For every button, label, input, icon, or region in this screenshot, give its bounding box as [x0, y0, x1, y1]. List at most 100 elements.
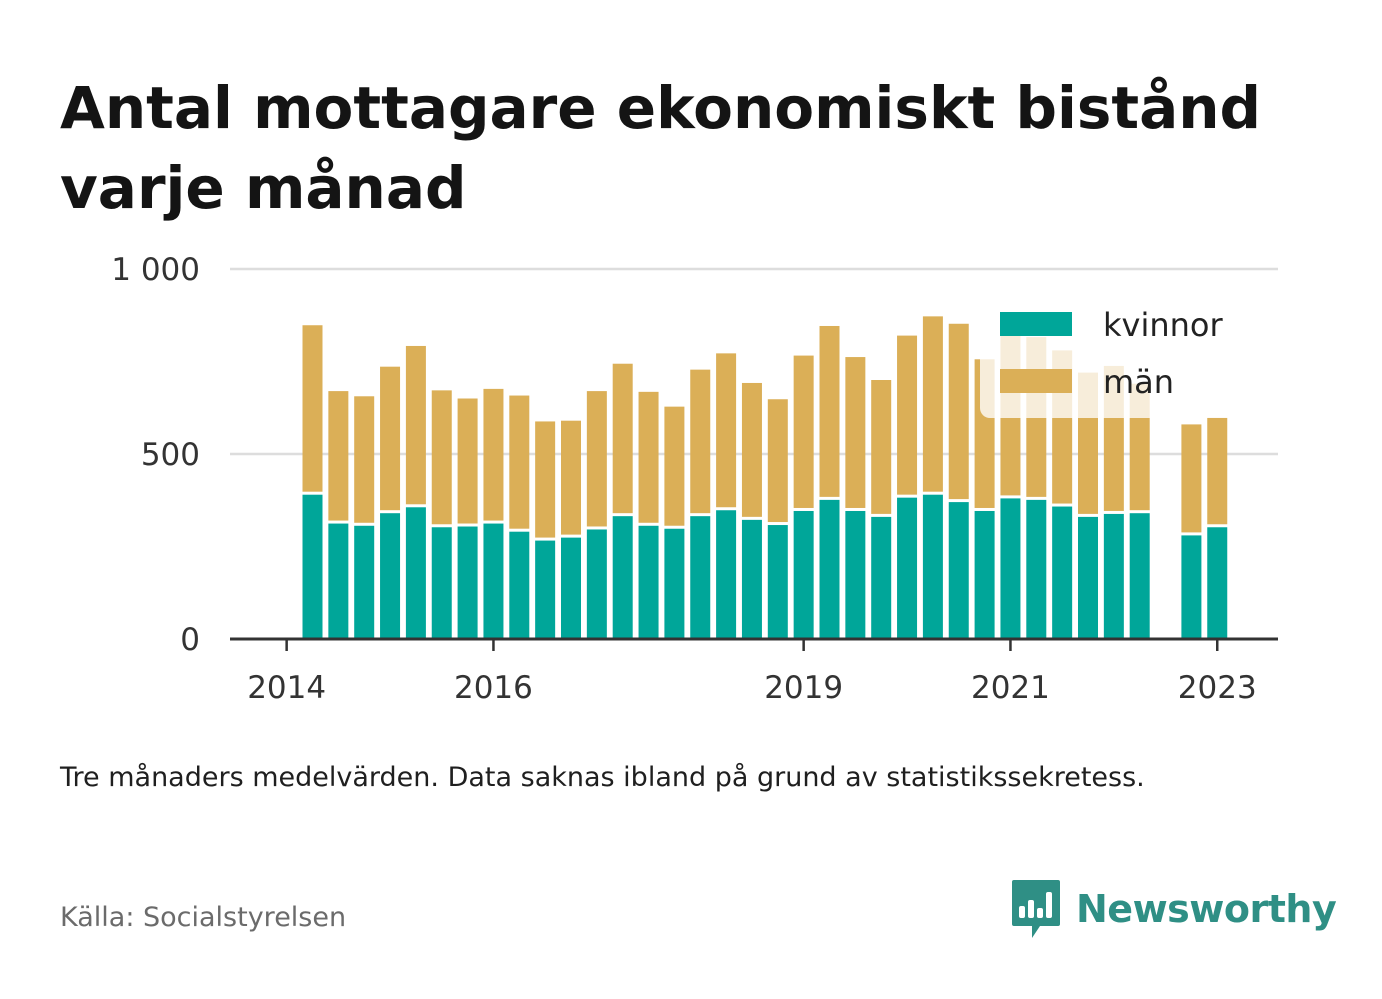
bar-kvinnor: [535, 540, 556, 639]
bar-man: [586, 391, 607, 527]
bar-group: [380, 366, 401, 639]
bar-group: [612, 363, 633, 639]
bar-man: [612, 363, 633, 514]
bar-kvinnor: [922, 494, 943, 639]
bar-group: [741, 382, 762, 639]
bar-kvinnor: [819, 499, 840, 639]
bar-kvinnor: [741, 519, 762, 639]
bar-kvinnor: [716, 510, 737, 639]
bar-group: [716, 353, 737, 639]
bar-kvinnor: [1052, 506, 1073, 639]
bar-kvinnor: [948, 502, 969, 639]
bar-kvinnor: [974, 510, 995, 639]
y-tick-label: 500: [141, 437, 200, 473]
bar-man: [741, 382, 762, 517]
bar-group: [302, 325, 323, 639]
bar-group: [819, 325, 840, 639]
bar-group: [405, 345, 426, 639]
bar-kvinnor: [561, 537, 581, 639]
bar-kvinnor: [1000, 498, 1021, 639]
bar-group: [1181, 424, 1202, 639]
bar-group: [767, 399, 788, 639]
bar-man: [716, 353, 737, 508]
bar-group: [483, 388, 504, 639]
bar-kvinnor: [509, 531, 530, 639]
bar-kvinnor: [1207, 527, 1228, 639]
bar-kvinnor: [1026, 499, 1047, 639]
bar-man: [819, 325, 840, 497]
bar-man: [380, 366, 401, 511]
bar-kvinnor: [483, 523, 504, 639]
bar-kvinnor: [871, 516, 892, 639]
bar-kvinnor: [845, 510, 866, 639]
bar-man: [354, 396, 375, 523]
bar-kvinnor: [690, 516, 711, 639]
newsworthy-logo-icon: [1012, 880, 1060, 938]
y-tick-label: 1 000: [111, 252, 200, 288]
bar-kvinnor: [897, 497, 918, 639]
brand-logo: Newsworthy: [1010, 878, 1337, 940]
bar-group: [561, 420, 581, 639]
bar-man: [561, 420, 581, 535]
chart-title: Antal mottagare ekonomiskt bistånd varje…: [60, 74, 1262, 222]
bar-group: [535, 421, 556, 639]
bar-group: [974, 359, 995, 639]
bar-group: [922, 316, 943, 639]
bar-group: [1129, 383, 1150, 639]
bar-man: [664, 406, 685, 526]
x-tick-label: 2021: [971, 670, 1050, 706]
bar-group: [793, 355, 814, 639]
bar-group: [328, 391, 349, 639]
bar-man: [767, 399, 788, 523]
legend-label: män: [1103, 363, 1174, 401]
bar-kvinnor: [1181, 535, 1202, 639]
bar-kvinnor: [586, 529, 607, 639]
legend-label: kvinnor: [1103, 306, 1224, 344]
bar-kvinnor: [612, 516, 633, 639]
bar-group: [1207, 417, 1228, 639]
bar-man: [509, 395, 530, 529]
bar-group: [457, 398, 478, 639]
legend: kvinnor män: [980, 296, 1252, 418]
bar-kvinnor: [767, 525, 788, 639]
bar-group: [871, 380, 892, 639]
bar-kvinnor: [354, 525, 375, 639]
bar-group: [431, 390, 452, 639]
bar-kvinnor: [793, 510, 814, 639]
x-tick-label: 2016: [454, 670, 533, 706]
source-label: Källa: Socialstyrelsen: [60, 902, 347, 933]
x-tick-label: 2023: [1178, 670, 1257, 706]
bar-man: [483, 388, 504, 521]
bar-man: [793, 355, 814, 508]
brand-name: Newsworthy: [1076, 887, 1337, 931]
chart-note: Tre månaders medelvärden. Data saknas ib…: [60, 762, 1145, 793]
bar-man: [871, 380, 892, 514]
bar-group: [586, 391, 607, 639]
bar-kvinnor: [405, 507, 426, 639]
legend-swatch: [1000, 312, 1072, 336]
bar-man: [897, 335, 918, 495]
bar-kvinnor: [1129, 513, 1150, 639]
bar-kvinnor: [457, 526, 478, 639]
bar-group: [509, 395, 530, 639]
x-tick-label: 2014: [247, 670, 326, 706]
bar-kvinnor: [302, 494, 323, 639]
stacked-bar-chart: 0 500 1 000 2014 2016 2019 2021 2023 kvinnor män: [111, 252, 1278, 706]
bar-group: [845, 357, 866, 639]
x-tick-label: 2019: [764, 670, 843, 706]
bar-man: [845, 357, 866, 508]
bar-kvinnor: [1078, 516, 1098, 639]
bar-kvinnor: [380, 513, 401, 639]
bar-group: [690, 369, 711, 639]
bar-man: [535, 421, 556, 538]
bar-man: [948, 323, 969, 500]
bar-group: [664, 406, 685, 639]
bar-man: [457, 398, 478, 524]
bar-kvinnor: [664, 528, 685, 639]
bar-kvinnor: [328, 523, 349, 639]
bar-man: [328, 391, 349, 521]
bar-man: [690, 369, 711, 514]
bar-kvinnor: [431, 527, 452, 639]
axes: 0 500 1 000 2014 2016 2019 2021 2023: [111, 252, 1278, 706]
bar-group: [897, 335, 918, 639]
